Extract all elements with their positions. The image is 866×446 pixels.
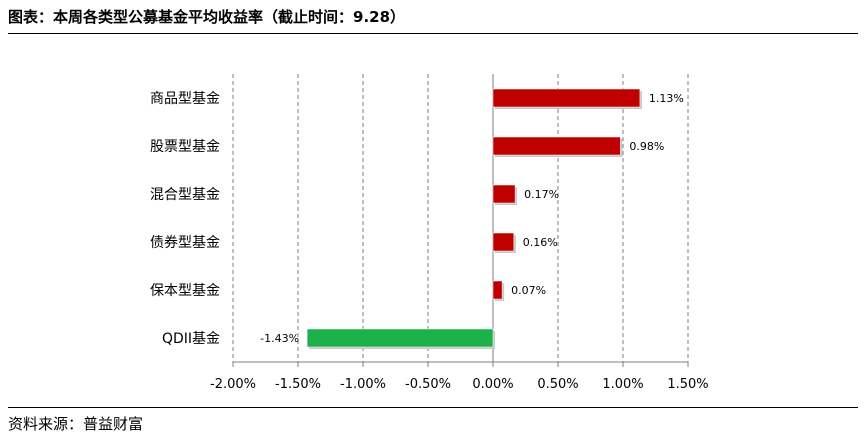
data-label: -1.43% <box>260 332 299 345</box>
x-tick-label: -2.00% <box>210 377 256 392</box>
category-label: 股票型基金 <box>150 138 220 155</box>
category-label: 混合型基金 <box>150 186 220 203</box>
chart-title: 图表：本周各类型公募基金平均收益率（截止时间：9.28） <box>8 8 406 26</box>
data-label: 0.17% <box>524 188 559 201</box>
x-tick-label: -0.50% <box>405 377 451 392</box>
x-tick-label: 1.00% <box>602 377 643 392</box>
category-label: 保本型基金 <box>150 282 220 299</box>
x-tick-label: -1.00% <box>340 377 386 392</box>
category-label: 商品型基金 <box>150 90 220 107</box>
bar <box>492 88 641 108</box>
bar <box>306 328 494 348</box>
category-label: 债券型基金 <box>150 234 220 251</box>
source-note: 资料来源：普益财富 <box>8 415 144 433</box>
title-rule <box>8 33 858 34</box>
data-label: 0.16% <box>523 236 558 249</box>
bar <box>492 280 503 300</box>
category-label: QDII基金 <box>162 330 220 347</box>
bar <box>492 136 621 156</box>
data-label: 1.13% <box>649 92 684 105</box>
bar <box>492 184 516 204</box>
data-label: 0.07% <box>511 284 546 297</box>
source-rule <box>8 407 858 408</box>
bar <box>492 232 515 252</box>
x-tick-label: 0.50% <box>537 377 578 392</box>
x-tick-label: 0.00% <box>472 377 513 392</box>
data-label: 0.98% <box>629 140 664 153</box>
x-tick-label: -1.50% <box>275 377 321 392</box>
x-tick-label: 1.50% <box>667 377 708 392</box>
